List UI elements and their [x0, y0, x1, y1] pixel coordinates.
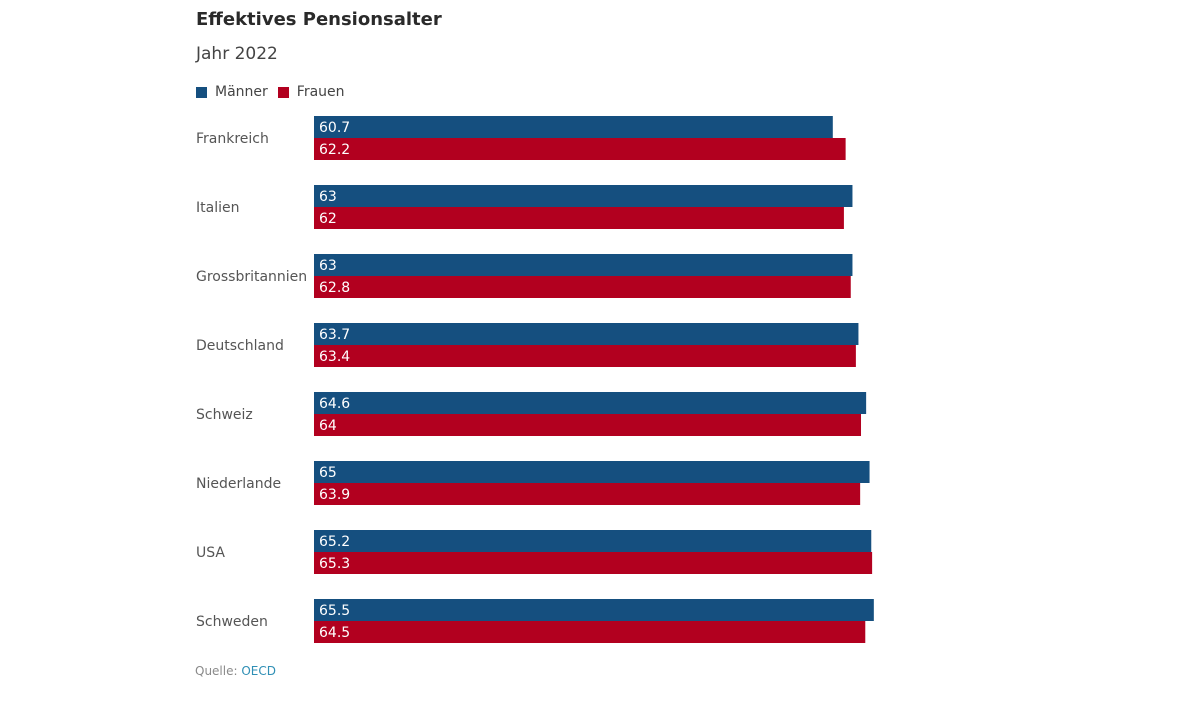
bar-value-label: 64.6: [319, 396, 350, 412]
bar-value-label: 62.2: [319, 142, 350, 158]
bar-value-label: 64.5: [319, 625, 350, 641]
bar-maenner: [314, 185, 853, 207]
legend-swatch-frauen: [277, 86, 289, 98]
source-link[interactable]: OECD: [241, 664, 277, 678]
bar-maenner: [314, 461, 870, 483]
category-label: Grossbritannien: [196, 269, 307, 285]
bar-frauen: [314, 552, 873, 574]
bar-value-label: 63.7: [319, 327, 350, 343]
category-label: Schweden: [196, 614, 268, 630]
category-label: Niederlande: [196, 476, 281, 492]
chart-subtitle: Jahr 2022: [196, 44, 278, 64]
bar-value-label: 64: [319, 418, 337, 434]
bar-value-label: 65: [319, 465, 337, 481]
source-note: Quelle: OECD: [195, 664, 276, 678]
bar-maenner: [314, 530, 872, 552]
legend-item-frauen: Frauen: [277, 84, 345, 100]
source-label: Quelle:: [195, 664, 238, 678]
legend-swatch-maenner: [196, 86, 207, 98]
bar-frauen: [314, 138, 846, 160]
bar-value-label: 63.4: [319, 349, 350, 365]
bar-frauen: [314, 621, 866, 643]
legend-item-maenner: Männer: [196, 84, 268, 100]
chart-title: Effektives Pensionsalter: [196, 9, 442, 30]
bar-value-label: 60.7: [319, 120, 350, 136]
bar-frauen: [314, 414, 862, 436]
bar-maenner: [314, 116, 833, 138]
bar-frauen: [314, 345, 856, 367]
bar-frauen: [314, 207, 844, 229]
legend-label-frauen: Frauen: [296, 84, 345, 100]
category-label: Deutschland: [196, 338, 284, 354]
bar-value-label: 63.9: [319, 487, 350, 503]
legend-label-maenner: Männer: [215, 84, 268, 100]
bar-value-label: 62.8: [319, 280, 350, 296]
bar-maenner: [314, 599, 874, 621]
bar-value-label: 63: [319, 189, 337, 205]
category-label: USA: [196, 545, 225, 561]
bar-value-label: 65.5: [319, 603, 350, 619]
bar-maenner: [314, 254, 853, 276]
bar-value-label: 65.3: [319, 556, 350, 572]
legend: Männer Frauen: [196, 84, 355, 100]
category-label: Schweiz: [196, 407, 253, 423]
category-label: Frankreich: [196, 131, 269, 147]
bar-frauen: [314, 483, 861, 505]
bar-value-label: 62: [319, 211, 337, 227]
bar-value-label: 65.2: [319, 534, 350, 550]
bar-frauen: [314, 276, 851, 298]
bar-maenner: [314, 323, 859, 345]
bar-maenner: [314, 392, 867, 414]
bar-value-label: 63: [319, 258, 337, 274]
category-label: Italien: [196, 200, 239, 216]
